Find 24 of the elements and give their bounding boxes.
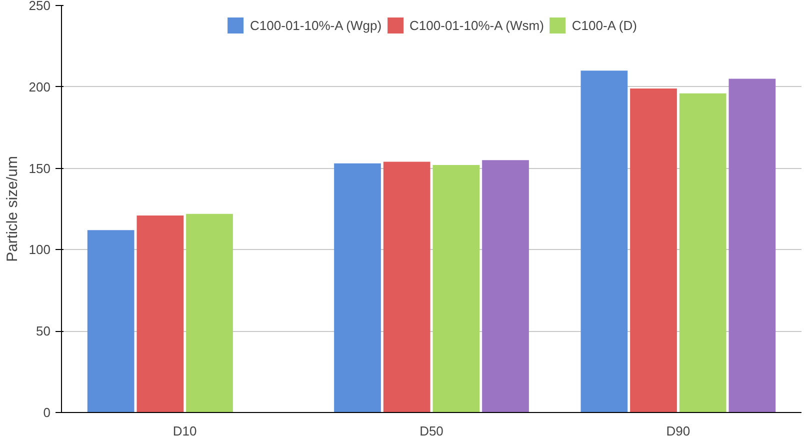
bar [432,165,480,412]
bar [334,163,381,412]
bar [630,88,677,412]
y-tick-label: 250 [28,0,51,13]
x-tick-label: D10 [172,424,197,438]
y-tick-label: 0 [43,405,51,420]
bar [728,78,776,412]
bar [87,230,134,412]
bar [580,70,628,412]
y-tick-label: 50 [36,324,51,339]
bar [679,93,726,412]
y-tick-label: 150 [28,160,51,176]
y-tick-label: 100 [28,242,51,258]
legend-label: C100-01-10%-A (Wsm) [410,18,544,32]
legend-label: C100-A (D) [572,18,637,32]
bar [383,162,430,412]
bar [186,214,233,412]
x-tick-label: D50 [420,424,444,438]
y-axis-title: Particle size/um [4,156,21,262]
bar [136,216,184,412]
y-tick-label: 200 [28,79,51,94]
bar [482,160,529,412]
legend-label: C100-01-10%-A (Wgp) [250,18,382,32]
x-tick-label: D90 [666,424,690,438]
